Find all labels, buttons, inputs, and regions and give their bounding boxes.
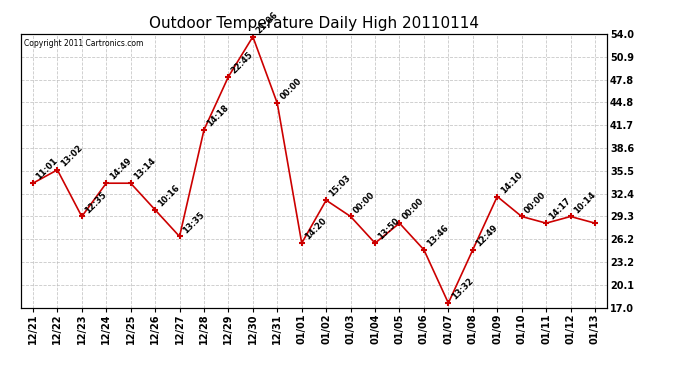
- Text: 14:49: 14:49: [108, 156, 133, 182]
- Text: 00:00: 00:00: [279, 77, 304, 102]
- Text: 22:45: 22:45: [230, 50, 255, 75]
- Text: 14:20: 14:20: [303, 216, 328, 242]
- Text: Copyright 2011 Cartronics.com: Copyright 2011 Cartronics.com: [23, 39, 143, 48]
- Text: 14:18: 14:18: [206, 103, 230, 129]
- Text: 13:14: 13:14: [132, 156, 157, 182]
- Title: Outdoor Temperature Daily High 20110114: Outdoor Temperature Daily High 20110114: [149, 16, 479, 31]
- Text: 10:16: 10:16: [157, 183, 181, 209]
- Text: 13:46: 13:46: [425, 223, 451, 248]
- Text: 14:17: 14:17: [547, 196, 573, 222]
- Text: 13:02: 13:02: [59, 143, 84, 168]
- Text: 11:01: 11:01: [34, 156, 59, 182]
- Text: 13:32: 13:32: [450, 276, 475, 302]
- Text: 12:35: 12:35: [83, 190, 108, 215]
- Text: 14:10: 14:10: [499, 170, 524, 195]
- Text: 00:00: 00:00: [401, 197, 426, 222]
- Text: 15:03: 15:03: [328, 174, 353, 199]
- Text: 13:50: 13:50: [377, 216, 402, 242]
- Text: 10:14: 10:14: [572, 190, 598, 215]
- Text: 00:00: 00:00: [523, 190, 548, 215]
- Text: 13:35: 13:35: [181, 210, 206, 235]
- Text: 00:00: 00:00: [352, 190, 377, 215]
- Text: 21:06: 21:06: [254, 10, 279, 35]
- Text: 12:49: 12:49: [474, 223, 500, 248]
